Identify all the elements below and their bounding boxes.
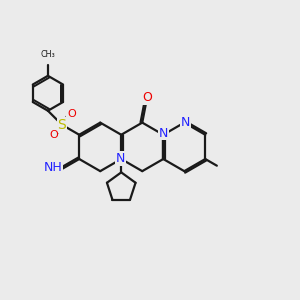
Text: N: N (159, 127, 168, 140)
Text: O: O (142, 91, 152, 104)
Text: N: N (116, 152, 125, 165)
Text: CH₃: CH₃ (40, 50, 55, 59)
Text: NH: NH (43, 161, 62, 174)
Text: O: O (49, 130, 58, 140)
Text: S: S (58, 118, 66, 132)
Text: O: O (67, 109, 76, 119)
Text: N: N (181, 116, 190, 128)
